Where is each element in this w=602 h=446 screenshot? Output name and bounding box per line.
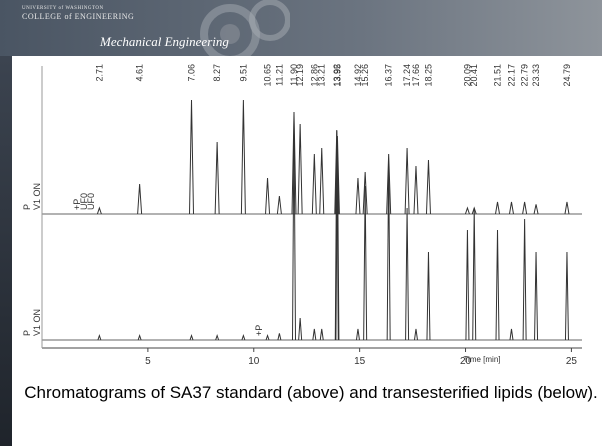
lower-peak bbox=[137, 334, 142, 341]
upper-peak bbox=[214, 141, 220, 215]
peak-label: 13.21 bbox=[317, 64, 327, 87]
upper-peak bbox=[319, 147, 325, 215]
peak-label: 11.21 bbox=[274, 64, 284, 86]
lower-peak bbox=[465, 229, 470, 341]
upper-marker: P bbox=[22, 204, 32, 210]
x-axis-label: Time [min] bbox=[463, 355, 500, 364]
gear-logo bbox=[200, 0, 290, 56]
upper-peak bbox=[404, 147, 410, 215]
upper-peak bbox=[137, 183, 143, 215]
upper-peak bbox=[240, 99, 246, 215]
lower-marker: P bbox=[22, 330, 32, 336]
lower-peak bbox=[241, 334, 246, 341]
caption: Chromatograms of SA37 standard (above) a… bbox=[24, 383, 598, 402]
upper-peak bbox=[311, 153, 317, 215]
peak-label: 10.65 bbox=[263, 64, 273, 87]
lower-peak bbox=[292, 119, 296, 341]
peak-label: 13.92 bbox=[332, 64, 342, 87]
upper-peak bbox=[189, 99, 195, 215]
lower-peak bbox=[472, 207, 477, 341]
lower-peak bbox=[334, 130, 339, 341]
upper-peak bbox=[495, 201, 500, 215]
peak-label: 17.66 bbox=[411, 64, 421, 87]
lower-peak bbox=[522, 218, 527, 341]
peak-label: 14.92 bbox=[353, 64, 363, 87]
upper-peak bbox=[276, 195, 282, 215]
peak-label: 4.61 bbox=[135, 64, 145, 82]
peak-label: 15.26 bbox=[360, 64, 370, 87]
upper-peak bbox=[291, 111, 297, 215]
lower-peak bbox=[298, 317, 303, 341]
upper-peak bbox=[564, 201, 570, 215]
chromatogram: 5 10 15 20 25 Time [min] 2.71 4.61 7.06 8.27 9.51 1… bbox=[22, 64, 582, 367]
lower-peak bbox=[509, 328, 514, 341]
peak-label: 9.51 bbox=[238, 64, 248, 82]
peak-label: 22.17 bbox=[506, 64, 516, 87]
lower-peak bbox=[426, 251, 431, 341]
upper-peak bbox=[96, 206, 102, 215]
lower-peak bbox=[413, 328, 418, 341]
upper-peak bbox=[297, 123, 303, 215]
upper-marker: +P bbox=[72, 199, 82, 210]
upper-peak bbox=[464, 206, 470, 215]
peak-label: 8.27 bbox=[212, 64, 222, 82]
lower-peak bbox=[363, 185, 368, 341]
college: COLLEGE of ENGINEERING bbox=[22, 12, 135, 21]
peak-label: 2.71 bbox=[94, 64, 104, 82]
department: Mechanical Engineering bbox=[100, 34, 229, 49]
upper-peak bbox=[522, 201, 528, 215]
peak-label: 23.33 bbox=[531, 64, 541, 87]
lower-peak bbox=[534, 251, 539, 341]
lower-peak bbox=[265, 334, 270, 341]
peak-label: 22.79 bbox=[520, 64, 530, 87]
peak-label: 20.41 bbox=[469, 64, 479, 87]
peak-label: 16.37 bbox=[384, 64, 394, 87]
upper-peak bbox=[413, 165, 419, 215]
x-tick-label: 5 bbox=[145, 356, 151, 367]
lower-peak bbox=[405, 207, 410, 341]
peak-label: 20.09 bbox=[462, 64, 472, 87]
upper-peak bbox=[334, 135, 340, 215]
lower-peak bbox=[277, 333, 282, 341]
peak-label: 7.06 bbox=[187, 64, 197, 82]
lower-peak bbox=[564, 251, 569, 341]
upper-peak bbox=[265, 177, 271, 215]
lower-peak bbox=[386, 163, 391, 341]
peak-label: 24.79 bbox=[562, 64, 572, 87]
lower-peak bbox=[495, 229, 500, 341]
lower-peak bbox=[319, 328, 324, 341]
peak-label: 12.19 bbox=[295, 64, 305, 87]
upper-peak bbox=[355, 177, 361, 215]
lower-peak bbox=[189, 334, 194, 341]
lower-peak bbox=[97, 334, 102, 341]
lower-peak bbox=[335, 141, 340, 341]
peak-label: 11.90 bbox=[289, 64, 299, 86]
upper-peak bbox=[425, 159, 431, 215]
upper-marker: UF0 bbox=[86, 193, 96, 210]
upper-peak bbox=[386, 153, 392, 215]
upper-marker: UF0 bbox=[79, 193, 89, 210]
peak-label: 12.86 bbox=[309, 64, 319, 87]
x-tick-label: 15 bbox=[354, 356, 366, 367]
lower-peak bbox=[355, 328, 360, 341]
header: UNIVERSITY of WASHINGTON COLLEGE of ENGI… bbox=[0, 0, 602, 56]
peak-label: 21.51 bbox=[493, 64, 503, 87]
lower-marker: +P bbox=[254, 325, 264, 336]
upper-peak bbox=[362, 171, 368, 215]
upper-peak bbox=[533, 204, 539, 215]
lower-marker: V1 ON bbox=[32, 309, 42, 336]
institution: UNIVERSITY of WASHINGTON bbox=[22, 6, 104, 11]
upper-marker: V1 ON bbox=[32, 183, 42, 210]
peak-label: 13.95 bbox=[332, 64, 342, 87]
lower-peak bbox=[312, 328, 317, 341]
upper-peak bbox=[508, 201, 514, 215]
x-tick-label: 10 bbox=[248, 356, 260, 367]
lower-peak bbox=[215, 334, 220, 341]
left-bar bbox=[0, 56, 12, 446]
x-tick-label: 25 bbox=[566, 356, 578, 367]
x-tick-label: 20 bbox=[460, 356, 472, 367]
peak-label: 17.24 bbox=[402, 64, 412, 87]
peak-label: 18.25 bbox=[423, 64, 433, 87]
